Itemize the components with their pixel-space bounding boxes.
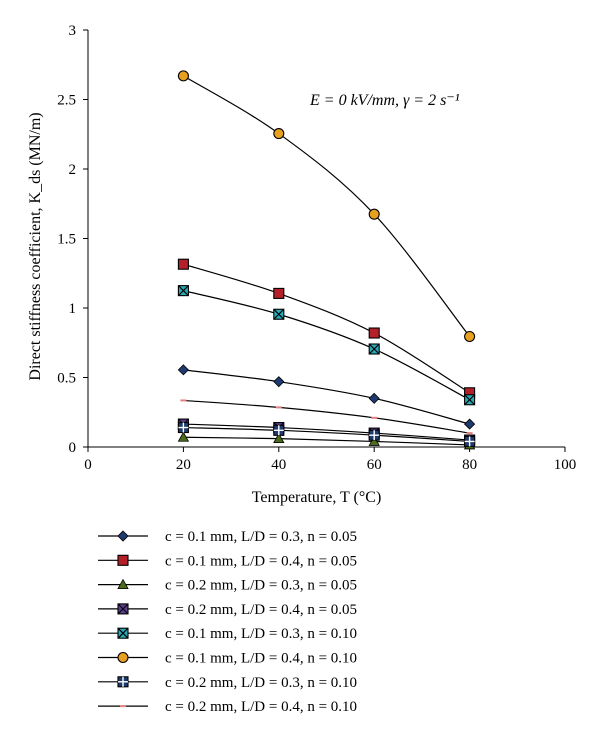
legend-item: c = 0.2 mm, L/D = 0.3, n = 0.10 <box>98 675 357 691</box>
data-point <box>368 327 380 339</box>
legend-marker <box>117 676 129 688</box>
legend: c = 0.1 mm, L/D = 0.3, n = 0.05 c = 0.1 m… <box>98 529 357 715</box>
data-point <box>464 418 476 430</box>
series-line <box>183 399 470 434</box>
y-tick-label: 3 <box>69 23 77 39</box>
x-axis: 0 20 40 60 80 100 <box>84 446 577 473</box>
series-3 <box>177 431 476 450</box>
data-point <box>273 128 285 140</box>
legend-marker <box>117 554 129 566</box>
y-tick-label: 2.5 <box>57 93 76 109</box>
data-point <box>464 435 476 447</box>
data-point <box>273 287 285 299</box>
series-layer <box>177 70 476 450</box>
legend-item: c = 0.1 mm, L/D = 0.3, n = 0.10 <box>98 626 357 642</box>
data-point <box>177 364 189 376</box>
data-point <box>368 392 380 404</box>
legend-marker <box>117 651 129 664</box>
legend-label: c = 0.2 mm, L/D = 0.4, n = 0.05 <box>165 602 357 618</box>
series-1 <box>177 364 476 430</box>
legend-item: c = 0.1 mm, L/D = 0.4, n = 0.05 <box>98 553 357 569</box>
series-5 <box>177 285 476 406</box>
x-axis-label: Temperature, T (°C) <box>252 489 382 506</box>
legend-label: c = 0.1 mm, L/D = 0.4, n = 0.10 <box>165 651 357 667</box>
y-tick-label: 1.5 <box>57 232 76 248</box>
y-tick-label: 2 <box>69 162 77 178</box>
data-point <box>177 285 189 297</box>
x-tick-label: 80 <box>462 457 477 473</box>
legend-marker <box>117 603 129 615</box>
series-line <box>183 290 470 401</box>
y-tick-label: 0 <box>69 440 77 456</box>
y-axis-label: Direct stiffness coefficient, K_ds (MN/m… <box>27 112 44 380</box>
data-point <box>273 424 285 436</box>
legend-label: c = 0.1 mm, L/D = 0.3, n = 0.10 <box>165 626 357 642</box>
x-tick-label: 0 <box>84 457 92 473</box>
data-point <box>368 343 380 355</box>
legend-label: c = 0.2 mm, L/D = 0.3, n = 0.05 <box>165 578 357 594</box>
series-line <box>183 263 470 394</box>
legend-marker <box>117 530 129 542</box>
data-point <box>464 330 476 343</box>
series-line <box>183 423 470 441</box>
data-point <box>177 421 189 434</box>
series-line <box>183 75 471 337</box>
x-tick-label: 20 <box>176 457 191 473</box>
legend-marker <box>117 627 129 639</box>
series-line <box>183 426 470 443</box>
legend-label: c = 0.1 mm, L/D = 0.3, n = 0.05 <box>165 529 357 545</box>
data-point <box>273 432 285 444</box>
series-2 <box>177 258 476 399</box>
data-point <box>273 308 285 320</box>
legend-marker <box>117 578 129 589</box>
legend-item: c = 0.1 mm, L/D = 0.4, n = 0.10 <box>98 651 357 667</box>
legend-item: c = 0.2 mm, L/D = 0.4, n = 0.10 <box>98 699 357 715</box>
data-point <box>273 376 285 388</box>
series-line <box>183 369 470 425</box>
data-point <box>177 431 190 442</box>
x-tick-label: 100 <box>554 457 577 473</box>
legend-label: c = 0.2 mm, L/D = 0.4, n = 0.10 <box>165 699 357 715</box>
data-point <box>368 208 380 220</box>
series-line <box>183 436 470 446</box>
legend-item: c = 0.2 mm, L/D = 0.4, n = 0.05 <box>98 602 357 618</box>
data-point <box>464 394 476 406</box>
data-point <box>177 258 189 270</box>
legend-label: c = 0.1 mm, L/D = 0.4, n = 0.05 <box>165 553 357 569</box>
legend-label: c = 0.2 mm, L/D = 0.3, n = 0.10 <box>165 675 357 691</box>
legend-item: c = 0.2 mm, L/D = 0.3, n = 0.05 <box>98 578 357 594</box>
series-8 <box>180 399 473 435</box>
x-tick-label: 40 <box>271 457 286 473</box>
y-tick-label: 1 <box>69 301 77 317</box>
x-tick-label: 60 <box>367 457 382 473</box>
series-6 <box>177 70 476 343</box>
data-point <box>368 429 380 441</box>
series-7 <box>177 421 476 447</box>
y-tick-label: 0.5 <box>57 371 76 387</box>
data-point <box>368 435 380 446</box>
chart-annotation: E = 0 kV/mm, γ = 2 s⁻¹ <box>309 92 460 109</box>
legend-item: c = 0.1 mm, L/D = 0.3, n = 0.05 <box>98 529 357 545</box>
data-point <box>177 70 189 82</box>
y-axis: 0 0.5 1 1.5 2 2.5 3 <box>57 23 89 456</box>
